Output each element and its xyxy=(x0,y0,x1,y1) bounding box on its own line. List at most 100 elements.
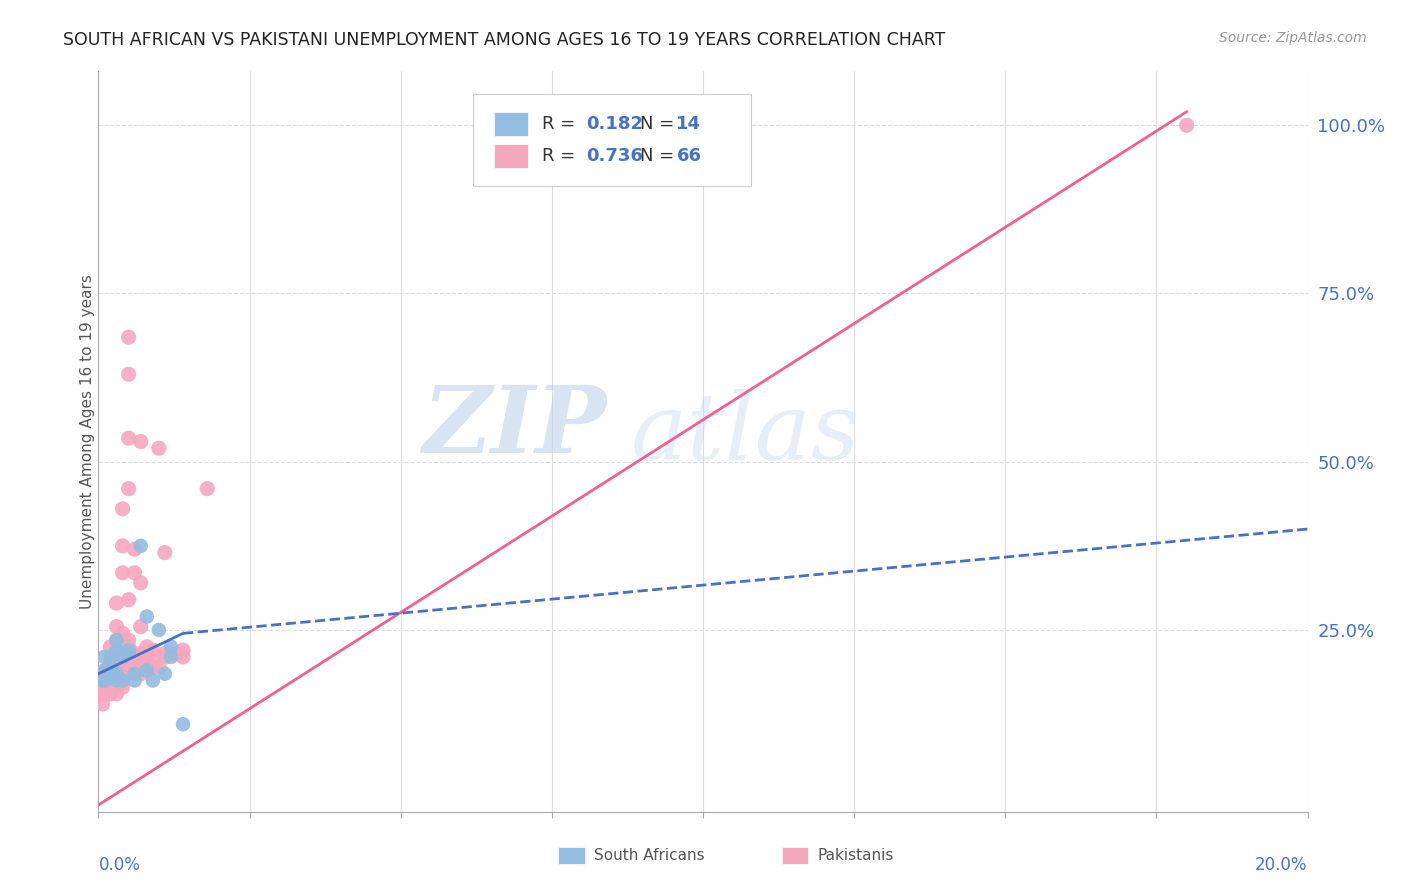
Point xyxy=(118,330,141,344)
Text: South Africans: South Africans xyxy=(595,848,704,863)
Point xyxy=(124,653,146,667)
Text: 0.182: 0.182 xyxy=(586,115,643,133)
Point xyxy=(142,649,165,664)
Point xyxy=(93,673,115,688)
Point xyxy=(105,620,128,634)
Point xyxy=(153,649,176,664)
Point xyxy=(118,666,141,681)
Point xyxy=(118,643,141,657)
Point xyxy=(105,643,128,657)
Point xyxy=(111,680,134,694)
Point xyxy=(135,640,157,654)
Point xyxy=(105,687,128,701)
Text: Source: ZipAtlas.com: Source: ZipAtlas.com xyxy=(1219,31,1367,45)
Text: Pakistanis: Pakistanis xyxy=(818,848,894,863)
Point xyxy=(105,673,128,688)
Point xyxy=(129,575,152,590)
Point xyxy=(100,673,122,688)
Text: 0.736: 0.736 xyxy=(586,147,643,165)
Text: atlas: atlas xyxy=(630,389,860,479)
Point xyxy=(105,666,128,681)
Point xyxy=(105,680,128,694)
Point xyxy=(135,664,157,678)
Point xyxy=(111,673,134,688)
Point xyxy=(100,660,122,674)
Point xyxy=(160,649,183,664)
Point xyxy=(148,442,170,456)
Point xyxy=(111,566,134,580)
Point xyxy=(105,633,128,648)
Point xyxy=(172,643,194,657)
Point xyxy=(124,673,146,688)
Point xyxy=(118,640,141,654)
Point xyxy=(124,666,146,681)
Text: N =: N = xyxy=(640,147,681,165)
Point xyxy=(148,623,170,637)
Text: R =: R = xyxy=(543,147,581,165)
Point xyxy=(96,664,118,678)
Point xyxy=(124,566,146,580)
Point xyxy=(195,482,218,496)
Point xyxy=(111,626,134,640)
Point xyxy=(100,680,122,694)
Point xyxy=(1175,118,1198,132)
Point xyxy=(111,633,134,648)
Point xyxy=(118,633,141,648)
Point xyxy=(93,677,115,691)
Point xyxy=(160,640,183,654)
Point xyxy=(129,660,152,674)
Point xyxy=(118,482,141,496)
Text: SOUTH AFRICAN VS PAKISTANI UNEMPLOYMENT AMONG AGES 16 TO 19 YEARS CORRELATION CH: SOUTH AFRICAN VS PAKISTANI UNEMPLOYMENT … xyxy=(63,31,946,49)
Bar xyxy=(558,847,585,863)
Point xyxy=(100,657,122,671)
Point xyxy=(142,673,165,688)
Point xyxy=(135,609,157,624)
Point xyxy=(105,647,128,661)
Point xyxy=(93,664,115,678)
Text: 0.0%: 0.0% xyxy=(98,856,141,874)
Point xyxy=(148,660,170,674)
Point xyxy=(93,649,115,664)
Point xyxy=(100,670,122,684)
Text: 14: 14 xyxy=(676,115,702,133)
Point xyxy=(118,653,141,667)
Point xyxy=(111,660,134,674)
Point xyxy=(135,664,157,678)
Bar xyxy=(494,112,527,136)
Point xyxy=(105,596,128,610)
Point xyxy=(100,649,122,664)
Point xyxy=(129,620,152,634)
Point xyxy=(142,660,165,674)
Point xyxy=(129,434,152,449)
Point xyxy=(153,666,176,681)
Point xyxy=(105,660,128,674)
Point xyxy=(166,647,188,661)
Text: N =: N = xyxy=(640,115,681,133)
Point xyxy=(124,666,146,681)
Point xyxy=(129,539,152,553)
Point xyxy=(111,673,134,688)
Text: 66: 66 xyxy=(676,147,702,165)
Point xyxy=(118,647,141,661)
Point xyxy=(90,673,112,688)
Point xyxy=(105,673,128,688)
Point xyxy=(100,640,122,654)
Bar xyxy=(782,847,808,863)
Bar xyxy=(494,144,527,168)
Text: R =: R = xyxy=(543,115,581,133)
Point xyxy=(89,687,111,701)
Point xyxy=(124,542,146,557)
FancyBboxPatch shape xyxy=(474,94,751,186)
Point xyxy=(111,649,134,664)
Point xyxy=(105,633,128,648)
Point xyxy=(91,697,114,711)
Point xyxy=(118,368,141,382)
Point xyxy=(94,664,117,678)
Point xyxy=(160,647,183,661)
Point xyxy=(124,647,146,661)
Y-axis label: Unemployment Among Ages 16 to 19 years: Unemployment Among Ages 16 to 19 years xyxy=(80,274,94,609)
Point xyxy=(153,546,176,560)
Point xyxy=(105,666,128,681)
Point xyxy=(111,647,134,661)
Point xyxy=(135,649,157,664)
